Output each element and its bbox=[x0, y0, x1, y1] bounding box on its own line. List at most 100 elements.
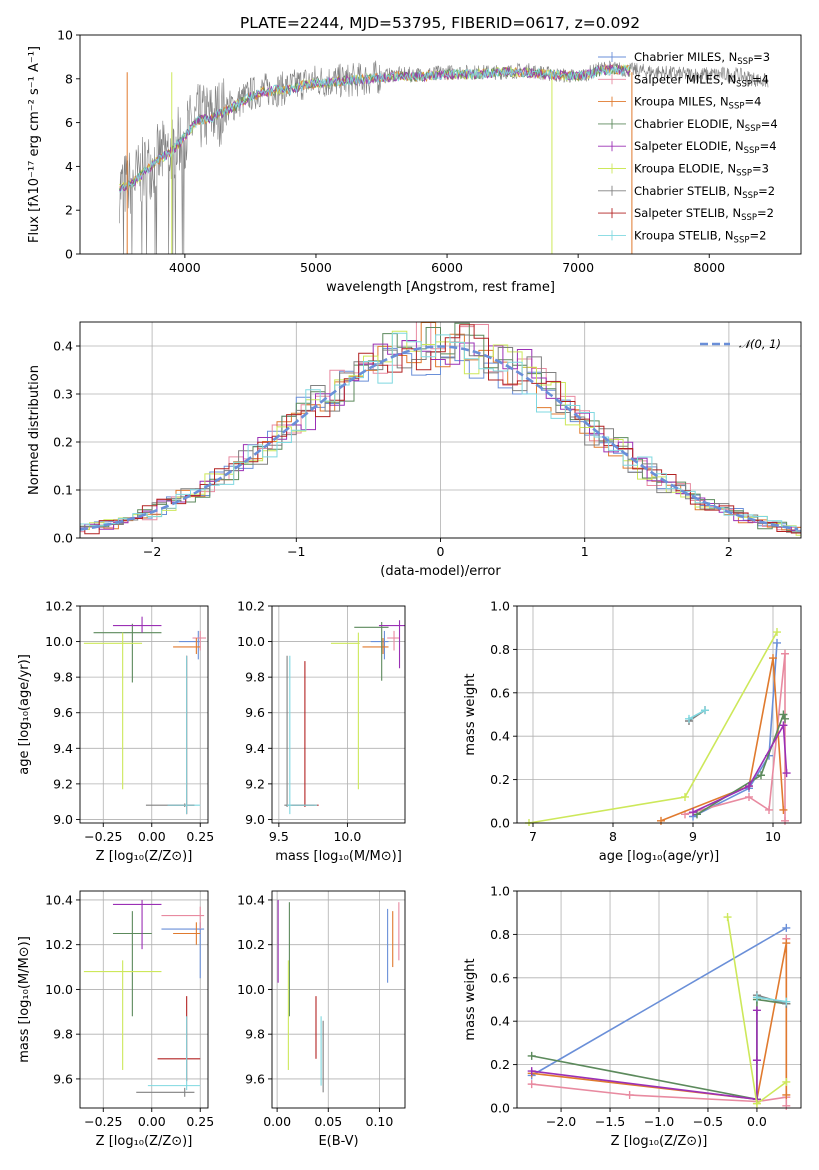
weight-vs-age-panel: 7 8 9 10 0.0 0.2 0.4 0.6 0.8 1.0 age [log₁₀(age/yr… bbox=[463, 599, 802, 864]
y-tick-label: 10 bbox=[57, 28, 73, 43]
x-tick-label: 9 bbox=[689, 829, 697, 844]
errorbar-kroupa-miles bbox=[173, 638, 201, 655]
y-tick-label: 9.4 bbox=[53, 741, 73, 756]
legend-label-sub: SSP bbox=[736, 79, 752, 89]
y-tick-label: 9.6 bbox=[53, 1071, 73, 1086]
y-tick-label: 10.2 bbox=[237, 937, 265, 952]
legend-label-sub: SSP bbox=[736, 169, 752, 179]
x-tick-label: 0 bbox=[437, 544, 445, 559]
series-point bbox=[779, 721, 788, 730]
legend-label-sub: SSP bbox=[745, 124, 761, 134]
y-tick-label: 10.4 bbox=[237, 892, 265, 907]
y-tick-label: 0.4 bbox=[53, 339, 73, 354]
series-point bbox=[681, 792, 689, 801]
y-tick-label: 9.8 bbox=[245, 670, 265, 685]
legend-label-text: Salpeter MILES, N bbox=[634, 72, 736, 86]
x-tick-label: 2 bbox=[725, 544, 733, 559]
y-axis-label: age [log₁₀(age/yr)] bbox=[17, 654, 32, 775]
x-tick-label: 7 bbox=[529, 829, 537, 844]
x-tick-label: 4000 bbox=[169, 260, 201, 275]
y-tick-label: 10.0 bbox=[45, 982, 73, 997]
y-tick-label: 9.8 bbox=[245, 1027, 265, 1042]
y-tick-label: 10.2 bbox=[237, 599, 265, 614]
x-tick-label: −0.25 bbox=[84, 829, 122, 844]
weight-vs-metallicity-panel: −2.0 −1.5 −1.0 −0.5 0.0 0.0 0.2 0.4 0.6 0.8 1.0 Z [… bbox=[463, 884, 802, 1149]
x-axis-label: age [log₁₀(age/yr)] bbox=[599, 849, 720, 864]
x-tick-label: −2 bbox=[143, 544, 161, 559]
legend-label-sub: SSP bbox=[734, 235, 750, 245]
plot-frame bbox=[79, 605, 209, 824]
errorbar-salpeter-miles bbox=[192, 630, 207, 651]
y-tick-label: 10.4 bbox=[45, 892, 73, 907]
series-line-model bbox=[118, 63, 631, 191]
error-bars bbox=[277, 899, 400, 1093]
legend-label: Kroupa STELIB, NSSP=2 bbox=[634, 228, 766, 245]
y-tick-label: 0.6 bbox=[490, 970, 510, 985]
y-tick-label: 9.2 bbox=[245, 776, 265, 791]
plot-frame bbox=[79, 890, 209, 1109]
plot-frame bbox=[271, 890, 406, 1109]
series-point bbox=[723, 913, 732, 922]
x-tick-label: 10.0 bbox=[333, 829, 361, 844]
y-tick-label: 4 bbox=[65, 159, 73, 174]
y-tick-label: 0.6 bbox=[490, 685, 510, 700]
series-point bbox=[752, 993, 761, 1002]
series-point bbox=[701, 706, 709, 715]
y-tick-label: 9.0 bbox=[245, 812, 265, 827]
y-tick-label: 9.8 bbox=[53, 1027, 73, 1042]
series-line-model bbox=[118, 65, 631, 193]
weight-lines bbox=[527, 913, 791, 1110]
x-tick-label: −1.5 bbox=[595, 1114, 625, 1129]
spectrum-lines bbox=[118, 60, 769, 254]
y-tick-label: 0.0 bbox=[53, 531, 73, 546]
y-tick-label: 1.0 bbox=[490, 599, 510, 614]
legend-label-text: Chabrier ELODIE, N bbox=[634, 117, 745, 131]
plot-frame bbox=[271, 605, 406, 824]
x-tick-label: 8 bbox=[609, 829, 617, 844]
x-tick-label: −2.0 bbox=[546, 1114, 576, 1129]
y-axis-label: mass weight bbox=[463, 673, 478, 755]
plot-frame bbox=[79, 34, 802, 255]
errorbar-salpeter-miles bbox=[161, 906, 205, 930]
series-point bbox=[527, 1067, 536, 1076]
legend-label-value: =4 bbox=[752, 72, 769, 86]
y-tick-label: 10.0 bbox=[237, 634, 265, 649]
legend-label-value: =2 bbox=[758, 184, 775, 198]
series-point bbox=[752, 1056, 761, 1065]
x-axis-label: Z [log₁₀(Z/Z⊙)] bbox=[96, 1134, 193, 1149]
y-axis-label: mass [log₁₀(M/M⊙)] bbox=[17, 936, 32, 1063]
legend-label: Salpeter MILES, NSSP=4 bbox=[634, 72, 769, 89]
series-point bbox=[769, 654, 777, 663]
y-tick-label: 9.2 bbox=[53, 776, 73, 791]
errorbar-salpeter-elodie bbox=[112, 616, 162, 633]
histogram-kroupa-stelib bbox=[80, 332, 801, 532]
series-point bbox=[779, 805, 788, 814]
y-tick-label: 0.0 bbox=[490, 1101, 510, 1116]
errorbar-chabrier-elodie bbox=[354, 622, 389, 681]
weight-lines bbox=[525, 628, 791, 826]
y-axis-label: mass weight bbox=[463, 958, 478, 1040]
mass-vs-metallicity-panel: −0.25 0.00 0.25 9.6 9.8 10.0 10.2 10.4 Z [log₁₀(… bbox=[17, 890, 214, 1149]
plot-frame bbox=[516, 605, 802, 824]
x-tick-label: 8000 bbox=[693, 260, 725, 275]
series-line-data bbox=[119, 60, 769, 254]
series-point bbox=[781, 816, 789, 825]
histogram-salpeter-stelib bbox=[80, 324, 801, 535]
legend-label-value: =4 bbox=[760, 139, 777, 153]
y-tick-label: 0.8 bbox=[490, 642, 510, 657]
errorbar-salpeter-stelib bbox=[167, 655, 195, 815]
residuals-histograms bbox=[80, 322, 801, 536]
errorbar-kroupa-elodie bbox=[83, 632, 143, 790]
y-tick-label: 0.1 bbox=[53, 483, 73, 498]
legend-label: Kroupa ELODIE, NSSP=3 bbox=[634, 162, 769, 179]
y-axis-label: Flux [fλ10⁻¹⁷ erg cm⁻² s⁻¹ A⁻¹] bbox=[27, 46, 42, 243]
series-line bbox=[531, 927, 787, 1077]
legend-label-text: Kroupa ELODIE, N bbox=[634, 162, 736, 176]
errorbar-chabrier-stelib bbox=[284, 655, 315, 807]
legend-label: Kroupa MILES, NSSP=4 bbox=[634, 95, 761, 112]
errorbar-salpeter-stelib bbox=[157, 996, 201, 1082]
series-point bbox=[527, 1080, 536, 1089]
series-point bbox=[689, 808, 697, 817]
x-tick-label: 10 bbox=[765, 829, 781, 844]
series-line bbox=[688, 709, 706, 720]
